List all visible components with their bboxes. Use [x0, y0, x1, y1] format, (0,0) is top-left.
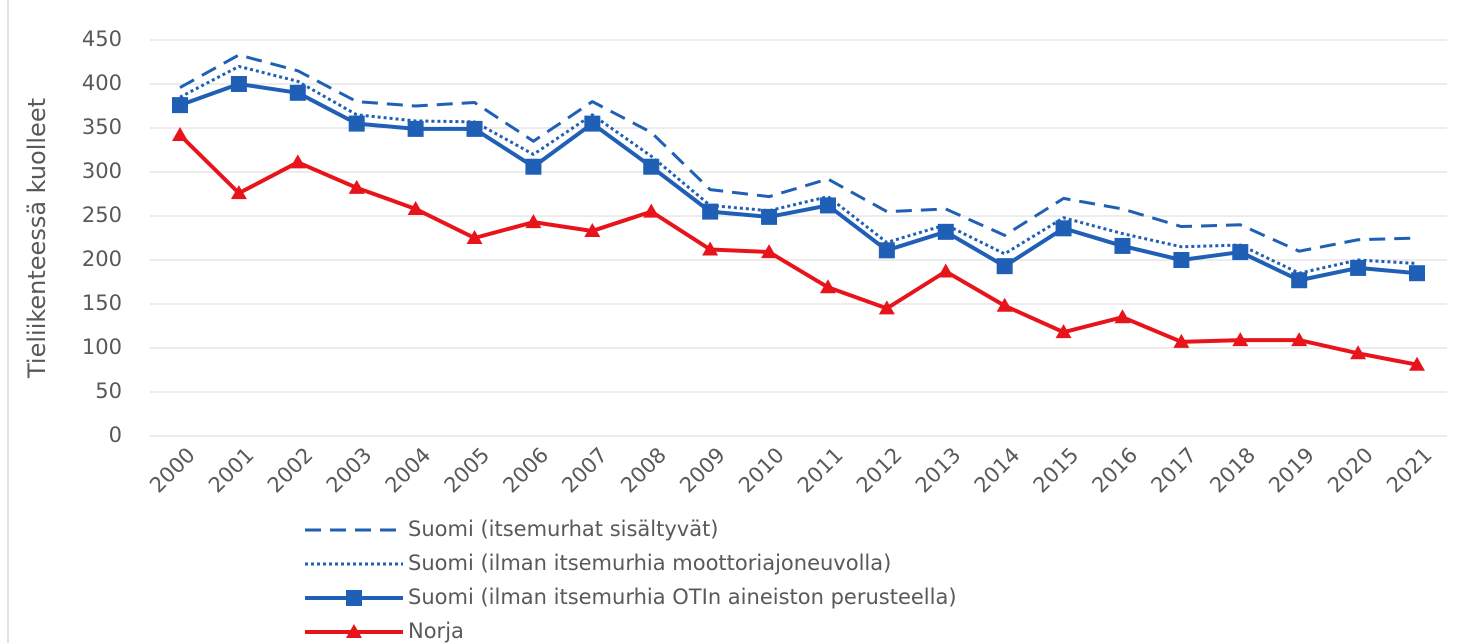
marker: [1409, 356, 1425, 371]
x-tick-label: 2018: [1205, 443, 1260, 498]
marker: [819, 279, 836, 294]
marker: [643, 203, 660, 218]
y-tick-label: 200: [82, 247, 122, 271]
marker: [466, 120, 483, 137]
legend-marker: [346, 590, 362, 606]
y-tick-label: 450: [82, 27, 122, 51]
x-tick-label: 2011: [793, 443, 848, 498]
y-tick-label: 150: [82, 291, 122, 315]
marker: [937, 263, 954, 278]
series-line: [179, 53, 1418, 253]
x-tick-label: 2020: [1323, 443, 1378, 498]
legend-label: Norja: [408, 619, 464, 643]
marker: [996, 258, 1013, 275]
x-tick-label: 2004: [381, 443, 436, 498]
legend-marker: [346, 624, 362, 638]
marker: [1232, 332, 1249, 347]
marker: [643, 158, 660, 175]
y-tick-label: 100: [82, 335, 122, 359]
marker: [996, 297, 1013, 312]
marker: [702, 203, 719, 220]
marker: [878, 300, 895, 315]
x-tick-label: 2006: [498, 443, 553, 498]
x-tick-label: 2000: [145, 443, 200, 498]
marker: [761, 244, 778, 259]
marker: [1232, 244, 1249, 261]
x-tick-label: 2013: [911, 443, 966, 498]
legend-label: Suomi (ilman itsemurhia OTIn aineiston p…: [408, 585, 957, 609]
x-tick-label: 2012: [852, 443, 907, 498]
marker: [937, 223, 954, 240]
x-tick-label: 2001: [204, 443, 259, 498]
y-axis-label: Tieliikenteessä kuolleet: [23, 98, 51, 379]
marker: [172, 127, 188, 142]
series-line: [178, 133, 1418, 367]
marker: [761, 208, 778, 225]
marker: [230, 185, 247, 200]
marker: [1291, 332, 1308, 347]
x-tick-label: 2021: [1382, 443, 1437, 498]
marker: [172, 97, 188, 114]
x-tick-label: 2016: [1087, 443, 1142, 498]
marker: [348, 179, 365, 194]
x-tick-label: 2002: [263, 443, 318, 498]
y-tick-label: 400: [82, 71, 122, 95]
x-tick-label: 2009: [675, 443, 730, 498]
legend-label: Suomi (ilman itsemurhia moottoriajoneuvo…: [408, 551, 891, 575]
marker: [466, 230, 483, 244]
x-tick-label: 2017: [1146, 443, 1201, 498]
marker: [348, 115, 365, 132]
y-tick-label: 300: [82, 159, 122, 183]
marker: [1291, 272, 1308, 289]
legend-label: Suomi (itsemurhat sisältyvät): [408, 517, 719, 541]
marker: [1055, 324, 1072, 339]
series-line: [179, 82, 1418, 283]
x-tick-label: 2008: [616, 443, 671, 498]
marker: [407, 200, 424, 215]
marker: [1173, 333, 1190, 348]
marker: [230, 76, 247, 92]
marker: [1114, 309, 1131, 324]
x-tick-label: 2019: [1264, 443, 1319, 498]
marker: [407, 120, 424, 137]
x-tick-label: 2010: [734, 443, 789, 498]
marker: [584, 115, 601, 132]
marker: [525, 158, 542, 175]
marker: [1350, 345, 1367, 360]
x-tick-label: 2015: [1029, 443, 1084, 498]
x-tick-label: 2007: [557, 443, 612, 498]
y-tick-label: 350: [82, 115, 122, 139]
marker: [1409, 265, 1425, 282]
marker: [1114, 237, 1131, 254]
marker: [878, 242, 895, 259]
marker: [584, 222, 601, 237]
marker: [289, 154, 306, 169]
marker: [702, 241, 719, 256]
series-line: [179, 64, 1418, 275]
marker: [525, 214, 542, 229]
y-tick-label: 250: [82, 203, 122, 227]
x-tick-label: 2014: [970, 443, 1025, 498]
y-tick-label: 0: [109, 423, 122, 447]
x-tick-label: 2005: [440, 443, 495, 498]
marker: [1173, 252, 1190, 268]
marker: [819, 197, 836, 214]
marker: [1055, 220, 1072, 237]
marker: [1350, 259, 1367, 276]
x-tick-label: 2003: [322, 443, 377, 498]
marker: [289, 84, 306, 101]
y-tick-label: 50: [95, 379, 122, 403]
